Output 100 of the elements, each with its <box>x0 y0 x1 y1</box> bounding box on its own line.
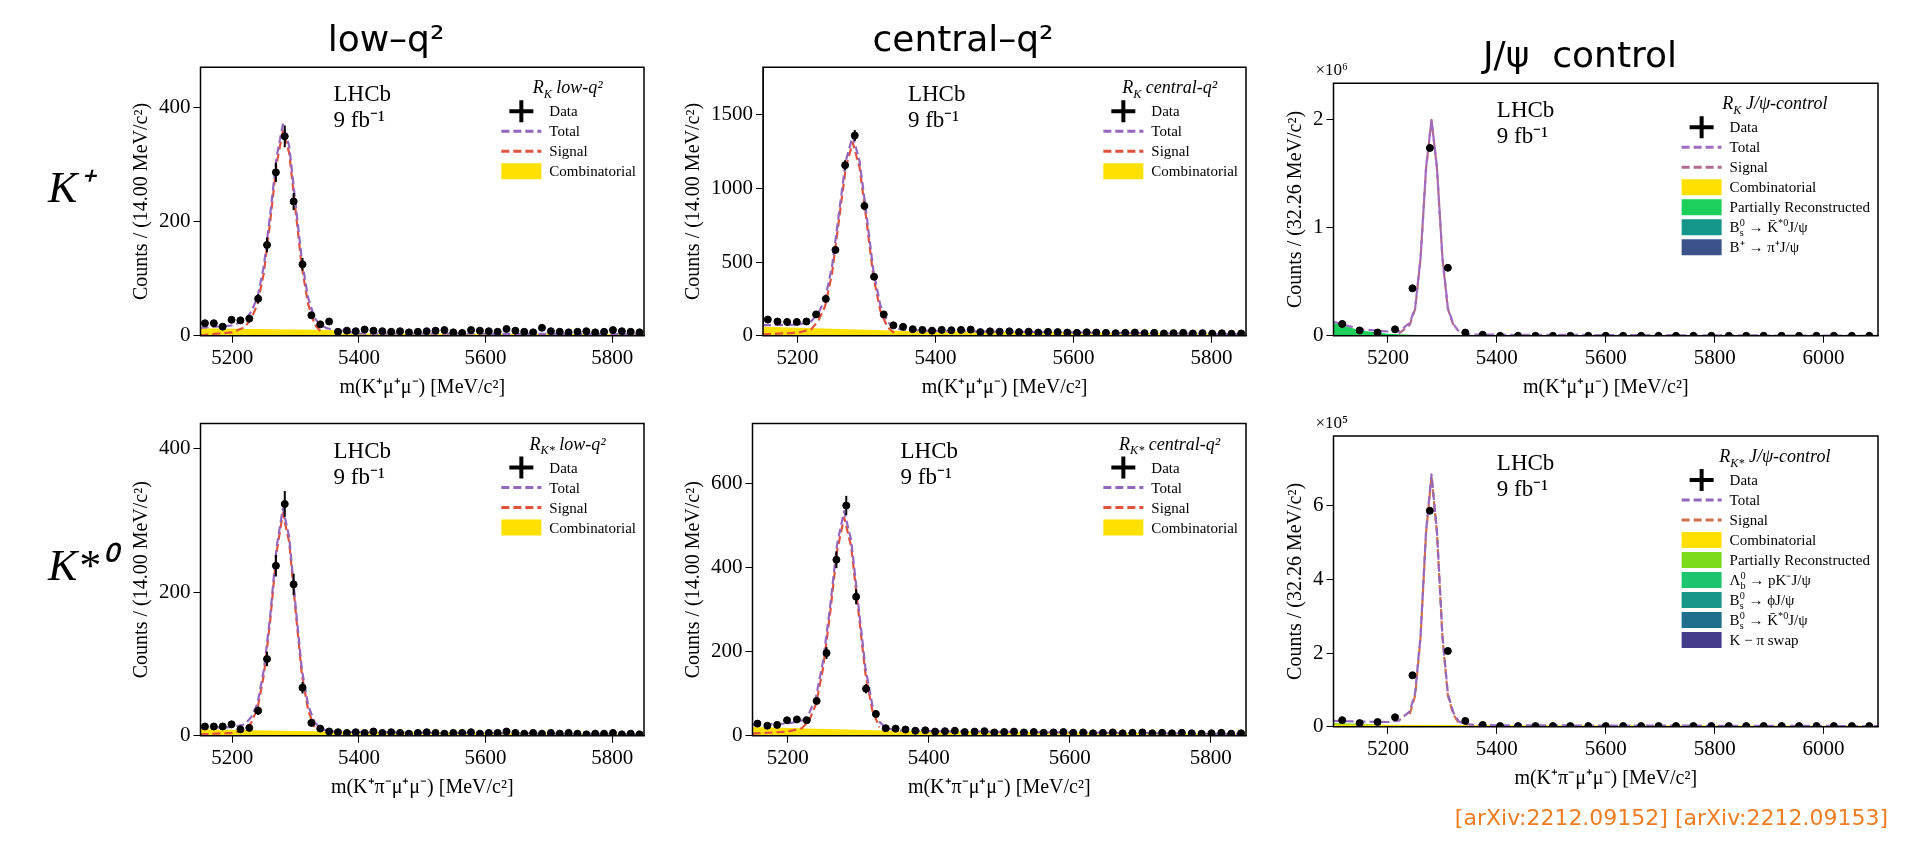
x-tick-label: 6000 <box>1802 344 1845 369</box>
x-tick-label: 5800 <box>1189 744 1232 769</box>
point <box>449 328 458 336</box>
point <box>1148 729 1157 736</box>
point <box>467 326 476 335</box>
y-tick-label: 2 <box>1313 106 1324 131</box>
point <box>325 317 334 326</box>
x-tick-label: 5200 <box>1366 344 1409 369</box>
point <box>546 728 555 736</box>
point <box>1478 720 1487 727</box>
legend-label: Signal <box>549 499 588 516</box>
point <box>378 728 387 736</box>
point <box>1167 729 1176 736</box>
point <box>440 729 449 736</box>
point <box>1408 284 1417 293</box>
point <box>891 724 900 733</box>
legend-label: Data <box>1729 472 1759 488</box>
x-tick-label: 5600 <box>1048 744 1091 769</box>
point <box>1069 728 1078 736</box>
y-axis-title: Counts / (32.26 MeV/c²) <box>1283 110 1307 309</box>
point <box>413 327 422 336</box>
legend-label: Signal <box>549 143 588 160</box>
point <box>333 728 342 736</box>
point <box>325 727 334 736</box>
point <box>976 328 985 336</box>
legend-label: Combinatorial <box>549 163 636 180</box>
point <box>546 327 555 336</box>
x-tick-label: 5200 <box>776 344 819 369</box>
point <box>970 727 979 736</box>
point <box>1425 506 1434 515</box>
legend-label: Data <box>1729 119 1759 136</box>
x-tick-label: 5400 <box>1475 344 1518 369</box>
point <box>493 728 502 736</box>
point <box>1098 728 1107 736</box>
point <box>881 724 890 733</box>
x-tick-label: 5800 <box>1693 735 1736 760</box>
point <box>511 326 520 335</box>
x-tick-label: 5400 <box>337 344 380 369</box>
x-axis-title: m(K⁺μ⁺μ⁻) [MeV/c²] <box>921 375 1088 399</box>
point <box>1217 728 1226 736</box>
legend-label: Combinatorial <box>1151 519 1238 536</box>
y-tick-label: 1000 <box>711 174 753 199</box>
y-axis-title: Counts / (32.26 MeV/c²) <box>1283 482 1307 680</box>
legend-label: K − π swap <box>1729 632 1799 648</box>
point <box>555 729 564 736</box>
legend-label: Partially Reconstructed <box>1729 552 1871 568</box>
point <box>218 322 227 331</box>
point <box>899 322 908 331</box>
y-tick-label: 400 <box>711 554 743 579</box>
x-tick-label: 5400 <box>1475 735 1518 760</box>
point <box>1010 727 1019 736</box>
point <box>520 729 529 736</box>
point <box>783 317 792 326</box>
point <box>475 729 484 736</box>
point <box>1197 729 1206 736</box>
point <box>555 327 564 336</box>
point <box>1019 728 1028 736</box>
point <box>763 721 772 730</box>
point <box>209 722 218 731</box>
y-tick-label: 500 <box>721 248 753 273</box>
point <box>475 326 484 335</box>
point <box>1188 329 1197 336</box>
point <box>928 326 937 335</box>
y-tick-label: 400 <box>159 435 191 460</box>
annotation: 9 fb⁻¹ <box>333 463 385 489</box>
point <box>502 727 511 736</box>
annotation: LHCb <box>1496 97 1555 123</box>
x-tick-label: 5600 <box>1052 344 1095 369</box>
point <box>1355 719 1364 727</box>
text: K*⁰ <box>47 540 123 590</box>
point <box>921 726 930 735</box>
point <box>316 320 325 329</box>
annotation: 9 fb⁻¹ <box>333 107 385 133</box>
point <box>538 323 546 332</box>
y-tick-label: 200 <box>159 208 191 233</box>
point <box>573 729 582 736</box>
point <box>626 327 635 336</box>
y-tick-label: 0 <box>732 722 743 747</box>
point <box>1121 328 1130 336</box>
y-axis-title: Counts / (14.00 MeV/c²) <box>681 481 705 679</box>
x-tick-label: 5400 <box>914 344 957 369</box>
point <box>1029 728 1038 736</box>
annotation: 9 fb⁻¹ <box>1496 123 1549 149</box>
point <box>1053 328 1062 336</box>
point <box>812 696 821 705</box>
point <box>1217 329 1226 336</box>
point <box>573 327 582 336</box>
point <box>440 326 449 335</box>
annotation: 9 fb⁻¹ <box>900 463 952 489</box>
point <box>773 317 782 326</box>
point <box>378 327 387 336</box>
point <box>1338 319 1347 328</box>
point <box>520 327 529 336</box>
y-tick-label: 2 <box>1313 639 1324 664</box>
legend-label: Data <box>1151 103 1180 120</box>
point <box>591 729 600 736</box>
point <box>1034 328 1043 336</box>
point <box>369 326 378 335</box>
point <box>1338 716 1347 725</box>
point <box>1169 329 1178 336</box>
